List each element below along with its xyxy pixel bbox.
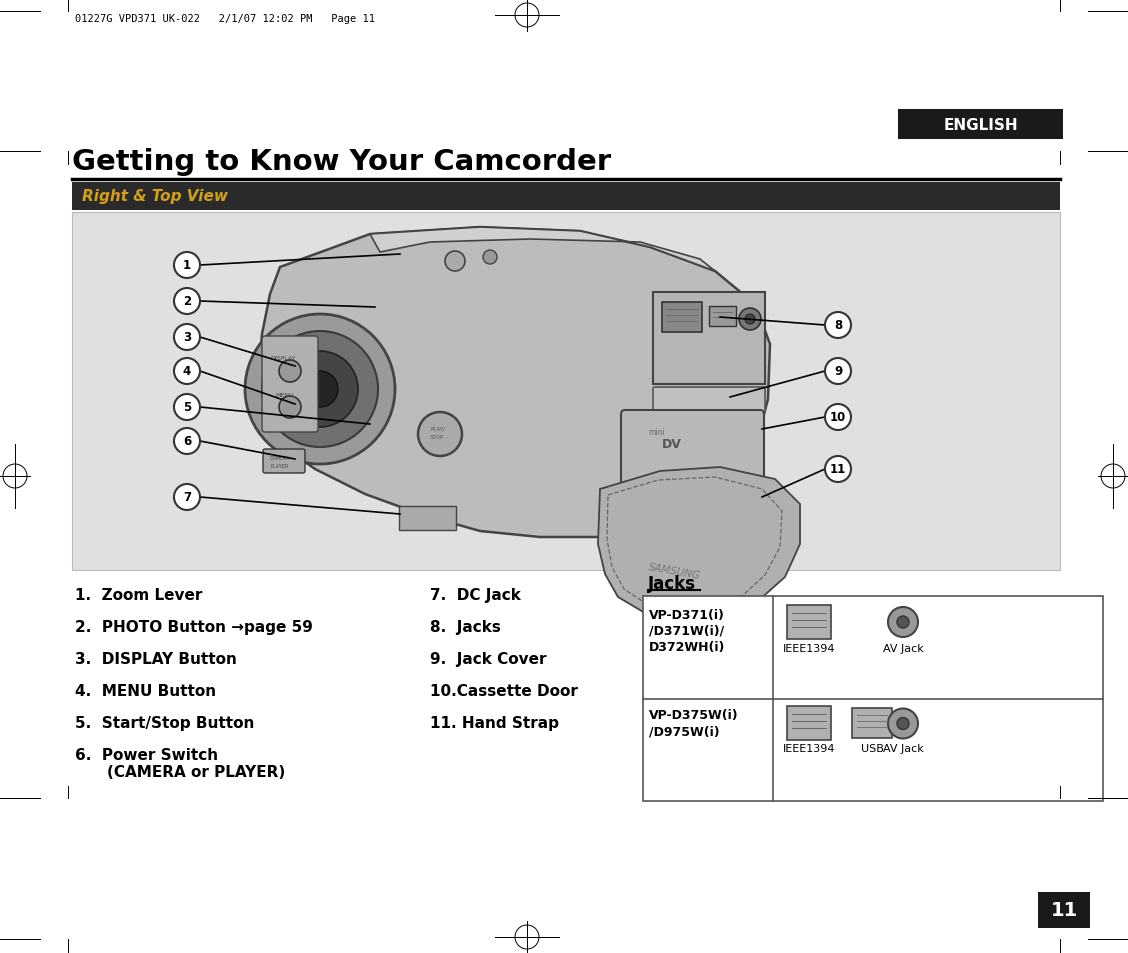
Text: 3.  DISPLAY Button: 3. DISPLAY Button — [74, 651, 237, 666]
Text: SAMSUNG: SAMSUNG — [647, 562, 702, 581]
Text: VP-D371(i): VP-D371(i) — [649, 608, 725, 621]
Text: MENU: MENU — [275, 393, 293, 397]
Text: 7: 7 — [183, 491, 191, 504]
Circle shape — [897, 718, 909, 730]
FancyBboxPatch shape — [852, 708, 892, 738]
Text: (CAMERA or PLAYER): (CAMERA or PLAYER) — [107, 764, 285, 780]
Circle shape — [483, 251, 497, 265]
Circle shape — [888, 607, 918, 638]
Text: 6: 6 — [183, 435, 191, 448]
Circle shape — [897, 617, 909, 628]
Circle shape — [418, 413, 462, 456]
FancyBboxPatch shape — [262, 336, 318, 433]
Circle shape — [739, 309, 761, 331]
Text: AV Jack: AV Jack — [882, 743, 924, 754]
Text: 01227G VPD371 UK-022   2/1/07 12:02 PM   Page 11: 01227G VPD371 UK-022 2/1/07 12:02 PM Pag… — [74, 14, 374, 24]
FancyBboxPatch shape — [662, 303, 702, 333]
Text: ENGLISH: ENGLISH — [944, 117, 1019, 132]
Text: 2.  PHOTO Button →page 59: 2. PHOTO Button →page 59 — [74, 619, 312, 635]
Text: 4.  MENU Button: 4. MENU Button — [74, 683, 217, 699]
Text: DV: DV — [662, 437, 681, 451]
Text: 9: 9 — [834, 365, 843, 378]
Circle shape — [825, 456, 851, 482]
Polygon shape — [598, 468, 800, 619]
Circle shape — [174, 395, 200, 420]
Text: 5.  Start/Stop Button: 5. Start/Stop Button — [74, 716, 255, 730]
FancyBboxPatch shape — [72, 183, 1060, 211]
Polygon shape — [370, 228, 715, 272]
Circle shape — [282, 352, 358, 428]
FancyBboxPatch shape — [263, 450, 305, 474]
Text: STOP: STOP — [430, 435, 444, 439]
Text: 8.  Jacks: 8. Jacks — [430, 619, 501, 635]
Circle shape — [825, 405, 851, 431]
Text: USB: USB — [861, 743, 883, 754]
Circle shape — [888, 709, 918, 739]
Circle shape — [245, 314, 395, 464]
Text: 9.  Jack Cover: 9. Jack Cover — [430, 651, 546, 666]
Circle shape — [174, 429, 200, 455]
FancyBboxPatch shape — [72, 213, 1060, 571]
Circle shape — [174, 325, 200, 351]
FancyBboxPatch shape — [898, 110, 1063, 140]
Text: PLAY/: PLAY/ — [430, 427, 444, 432]
Text: 5: 5 — [183, 401, 191, 414]
Text: 6.  Power Switch: 6. Power Switch — [74, 747, 218, 762]
Circle shape — [262, 332, 378, 448]
Text: Jacks: Jacks — [647, 575, 696, 593]
Text: PLAYER: PLAYER — [270, 463, 289, 469]
Circle shape — [825, 313, 851, 338]
Text: 11. Hand Strap: 11. Hand Strap — [430, 716, 559, 730]
Text: 3: 3 — [183, 331, 191, 344]
FancyBboxPatch shape — [787, 605, 831, 639]
FancyBboxPatch shape — [399, 506, 456, 531]
FancyBboxPatch shape — [653, 293, 765, 385]
Circle shape — [279, 360, 301, 382]
Circle shape — [302, 372, 338, 408]
Text: IEEE1394: IEEE1394 — [783, 743, 835, 754]
Text: Right & Top View: Right & Top View — [82, 190, 228, 204]
Circle shape — [298, 367, 312, 380]
Text: IEEE1394: IEEE1394 — [783, 643, 835, 654]
Text: 10: 10 — [830, 411, 846, 424]
Text: VP-D375W(i): VP-D375W(i) — [649, 709, 739, 721]
FancyBboxPatch shape — [787, 706, 831, 740]
Text: 11: 11 — [830, 463, 846, 476]
Text: 1: 1 — [183, 259, 191, 273]
Circle shape — [744, 314, 755, 325]
Text: 7.  DC Jack: 7. DC Jack — [430, 587, 521, 602]
Circle shape — [446, 252, 465, 272]
Text: 11: 11 — [1050, 901, 1077, 920]
FancyBboxPatch shape — [653, 388, 765, 414]
Text: 8: 8 — [834, 319, 843, 333]
FancyBboxPatch shape — [622, 411, 764, 518]
Text: D372WH(i): D372WH(i) — [649, 640, 725, 654]
FancyBboxPatch shape — [643, 597, 1103, 801]
Polygon shape — [1038, 892, 1090, 928]
Circle shape — [174, 358, 200, 385]
Text: 2: 2 — [183, 295, 191, 308]
Polygon shape — [258, 228, 770, 537]
Text: 4: 4 — [183, 365, 191, 378]
Text: Getting to Know Your Camcorder: Getting to Know Your Camcorder — [72, 148, 611, 175]
Text: /D371W(i)/: /D371W(i)/ — [649, 624, 724, 638]
Text: mini: mini — [647, 428, 664, 436]
Circle shape — [174, 253, 200, 278]
Circle shape — [174, 289, 200, 314]
Text: AV Jack: AV Jack — [882, 643, 924, 654]
Text: 1.  Zoom Lever: 1. Zoom Lever — [74, 587, 202, 602]
Circle shape — [174, 484, 200, 511]
FancyBboxPatch shape — [1038, 892, 1090, 928]
FancyBboxPatch shape — [710, 307, 735, 327]
Text: 10.Cassette Door: 10.Cassette Door — [430, 683, 578, 699]
Text: DISPLAY: DISPLAY — [270, 355, 296, 360]
Text: /D975W(i): /D975W(i) — [649, 724, 720, 738]
Circle shape — [825, 358, 851, 385]
Circle shape — [279, 396, 301, 418]
Text: CAMERA: CAMERA — [270, 456, 291, 460]
